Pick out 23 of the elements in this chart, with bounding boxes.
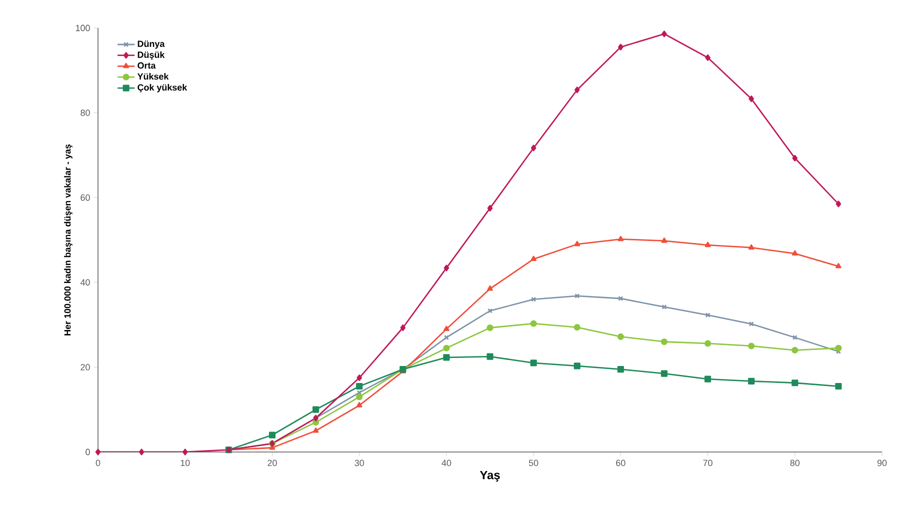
legend-label: Düşük — [138, 51, 165, 60]
y-tick-label: 20 — [80, 364, 90, 370]
y-tick-label: 60 — [80, 194, 90, 201]
legend-label: Dünya — [138, 40, 165, 49]
x-tick-label: 30 — [354, 460, 364, 466]
y-tick-label: 100 — [76, 24, 90, 32]
legend-label: Yüksek — [137, 73, 169, 80]
x-axis-title: Yaş — [480, 470, 500, 482]
x-tick-label: 20 — [268, 460, 277, 466]
x-tick-label: 50 — [528, 460, 538, 466]
legend-label: Orta — [138, 62, 156, 69]
y-tick-label: 40 — [80, 279, 90, 286]
legend-label: Çok yüksek — [138, 84, 188, 92]
y-tick-label: 0 — [86, 448, 90, 456]
x-tick-label: 60 — [616, 460, 626, 466]
x-tick-label: 90 — [877, 460, 887, 466]
x-tick-label: 40 — [442, 460, 452, 466]
y-axis-title: Her 100.000 kadın başına düşen vakalar - yaş — [64, 144, 72, 336]
x-tick-label: 0 — [96, 460, 100, 466]
x-tick-label: 10 — [180, 460, 190, 466]
x-tick-label: 80 — [790, 460, 800, 466]
y-tick-label: 80 — [80, 110, 90, 116]
x-tick-label: 70 — [703, 460, 712, 466]
